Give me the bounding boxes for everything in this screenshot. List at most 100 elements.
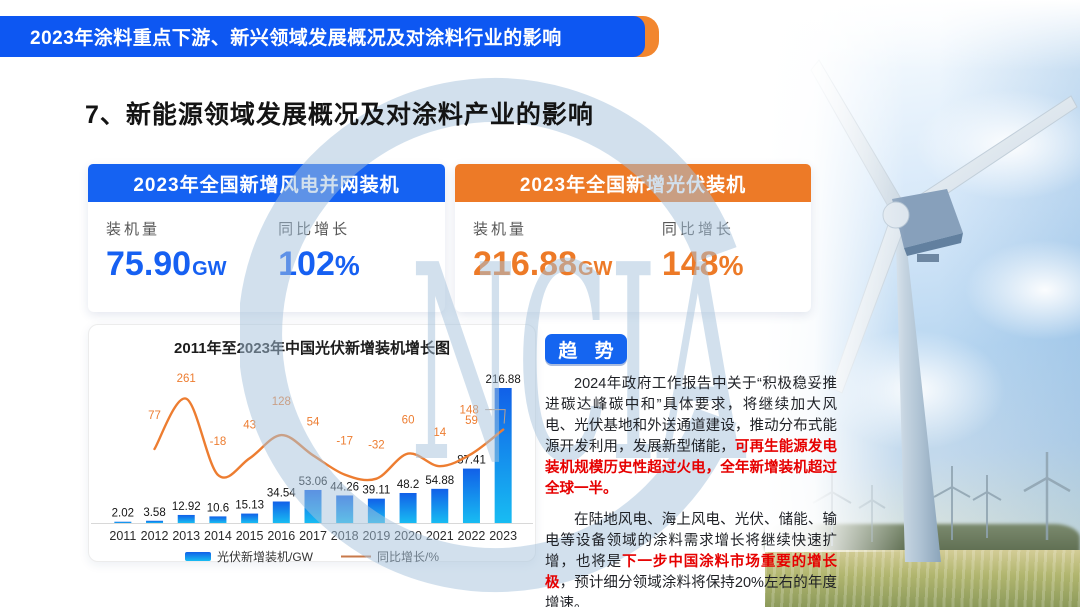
photo-top-fade: [765, 0, 1080, 70]
year-label: 2015: [236, 529, 264, 543]
turbine-nacelle-underside: [904, 233, 963, 256]
bar-2015: [241, 513, 259, 523]
solar-card-header: 2023年全国新增光伏装机: [455, 164, 811, 202]
bar-label: 2.02: [112, 508, 134, 520]
line-label: 54: [307, 416, 320, 428]
legend-bar-label: 光伏新增装机/GW: [217, 549, 314, 564]
year-label: 2017: [299, 529, 327, 543]
wind-growth-label: 同比增长: [278, 221, 351, 238]
chart-legend: 光伏新增装机/GW 同比增长/%: [185, 549, 439, 564]
bar-label: 10.6: [207, 502, 229, 514]
line-label: 148: [460, 405, 479, 417]
solar-card-body: 装机量 216.88GW 同比增长 148%: [455, 202, 811, 281]
trend-badge: 趋 势: [545, 334, 627, 364]
page-title: 7、新能源领域发展概况及对涂料产业的影响: [85, 101, 594, 129]
bar-2020: [399, 492, 417, 523]
bar-label: 216.88: [486, 374, 521, 386]
year-label: 2019: [362, 529, 390, 543]
trend-panel: 趋 势 2024年政府工作报告中关于“积极稳妥推进碳达峰碳中和”具体要求，将继续…: [545, 334, 837, 607]
year-label: 2011: [109, 529, 136, 543]
bar-2014: [209, 516, 227, 523]
bar-label: 48.2: [397, 479, 419, 491]
bar-2011: [114, 521, 132, 523]
wind-capacity-unit: GW: [192, 258, 227, 280]
legend-bar-swatch: [185, 552, 211, 561]
line-label: 77: [148, 410, 161, 422]
solar-capacity-number: 216.88: [473, 245, 577, 283]
pv-chart-svg: 2.02 2011 3.58 2012 12.92 2013 10.6 2014 15.13 20…: [91, 373, 533, 564]
small-turbine: [972, 475, 1002, 538]
solar-stat-card: 2023年全国新增光伏装机 装机量 216.88GW 同比增长 148%: [455, 164, 811, 312]
small-turbine: [1023, 452, 1071, 540]
growth-line: [153, 397, 505, 482]
bar-2021: [431, 488, 449, 523]
wind-farm-photo: [765, 0, 1080, 607]
line-label: 60: [402, 415, 415, 427]
year-label: 2022: [458, 529, 486, 543]
solar-capacity-unit: GW: [578, 258, 613, 280]
line-label: 128: [272, 396, 291, 408]
solar-capacity-label: 装机量: [473, 221, 528, 238]
wind-capacity-label: 装机量: [106, 221, 161, 238]
year-label: 2013: [172, 529, 200, 543]
wind-growth-number: 102: [278, 245, 335, 283]
bar-label: 44.26: [330, 481, 359, 493]
line-label: -32: [368, 440, 385, 452]
turbine-nacelle: [892, 189, 963, 248]
bar-label: 54.88: [425, 475, 454, 487]
wind-capacity-value: 75.90GW: [106, 247, 272, 281]
line-label: -17: [336, 436, 353, 448]
year-label: 2014: [204, 529, 232, 543]
solar-growth-label: 同比增长: [661, 221, 734, 238]
wind-card-body: 装机量 75.90GW 同比增长 102%: [88, 202, 445, 281]
trend-paragraph-1: 2024年政府工作报告中关于“积极稳妥推进碳达峰碳中和”具体要求，将继续加大风电…: [545, 374, 837, 500]
line-label: -18: [210, 436, 227, 448]
trend-paragraph-2: 在陆地风电、海上风电、光伏、储能、输电等设备领域的涂料需求增长将继续快速扩增，也…: [545, 510, 837, 607]
wind-capacity-number: 75.90: [106, 245, 192, 283]
header-bar: 2023年涂料重点下游、新兴领域发展概况及对涂料行业的影响: [0, 16, 645, 57]
year-label: 2016: [267, 529, 295, 543]
bar-label: 34.54: [267, 488, 296, 500]
solar-card-title: 2023年全国新增光伏装机: [519, 174, 747, 196]
line-label: 261: [177, 373, 196, 385]
legend-line-label: 同比增长/%: [377, 550, 439, 564]
bar-label: 3.58: [143, 507, 165, 519]
solar-capacity-value: 216.88GW: [473, 247, 656, 281]
year-label: 2023: [489, 529, 517, 543]
bar-label: 53.06: [299, 476, 328, 488]
solar-growth-number: 148: [661, 245, 719, 283]
wind-growth-unit: %: [334, 250, 360, 281]
nacelle-platform: [917, 254, 939, 262]
bar-2018: [336, 495, 354, 523]
bar-2013: [177, 514, 195, 523]
line-label: 43: [243, 419, 256, 431]
bar-2016: [272, 501, 290, 523]
bar-label: 12.92: [172, 501, 201, 513]
year-label: 2021: [426, 529, 454, 543]
header-title: 2023年涂料重点下游、新兴领域发展概况及对涂料行业的影响: [30, 28, 562, 49]
wind-growth-value: 102%: [278, 247, 431, 281]
year-label: 2020: [394, 529, 422, 543]
turbine-tower: [895, 226, 941, 562]
bar-2022: [462, 468, 480, 523]
bar-2023: [494, 388, 512, 523]
solar-growth-unit: %: [718, 250, 744, 281]
line-label: 14: [433, 427, 446, 439]
bar-2012: [146, 520, 164, 523]
trend-p2-text-b: ，预计细分领域涂料将保持20%左右的年度增速。: [545, 575, 837, 607]
pv-chart-card: 2011年至2023年中国光伏新增装机增长图 2.02 2011 3.58 2012 1…: [88, 324, 536, 564]
bar-2019: [367, 498, 385, 523]
year-label: 2012: [141, 529, 169, 543]
bar-label: 39.11: [362, 485, 390, 497]
line-label: 59: [465, 415, 478, 427]
solar-growth-value: 148%: [662, 247, 797, 281]
chart-title: 2011年至2023年中国光伏新增装机增长图: [174, 340, 450, 357]
small-turbine: [933, 466, 971, 540]
year-label: 2018: [331, 529, 359, 543]
wind-card-header: 2023年全国新增风电并网装机: [88, 164, 445, 202]
wind-card-title: 2023年全国新增风电并网装机: [133, 174, 400, 196]
wind-stat-card: 2023年全国新增风电并网装机 装机量 75.90GW 同比增长 102%: [88, 164, 445, 312]
trend-badge-label: 趋 势: [558, 340, 620, 362]
bar-2017: [304, 489, 322, 523]
